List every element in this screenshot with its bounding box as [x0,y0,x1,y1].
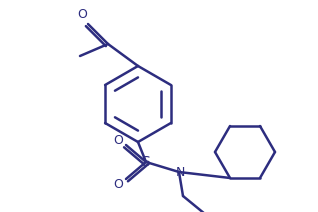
Text: N: N [175,166,185,179]
Text: O: O [77,8,87,21]
Text: S: S [142,155,150,169]
Text: O: O [113,134,123,146]
Text: O: O [113,177,123,191]
